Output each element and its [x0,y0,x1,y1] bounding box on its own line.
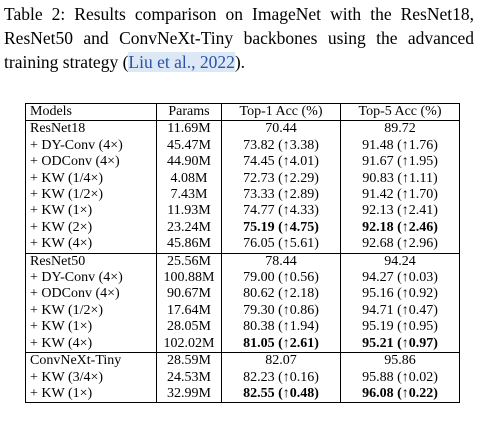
table-row: + KW (1/2×) 17.64M 79.30 (↑0.86) 94.71 (↑0.… [25,302,460,320]
table-cell: 11.93M [156,203,222,220]
table-cell: 70.44 [221,120,341,138]
table-cell: 95.86 [340,352,460,370]
caption-text: Results comparison on ImageNet with the … [4,4,475,72]
table-cell: 44.90M [156,154,222,171]
table-row: + KW (1/4×) 4.08M 72.73 (↑2.29) 90.83 (↑1.1… [25,170,460,188]
table-cell: + ODConv (4×) [25,154,157,171]
table-cell: 80.62 (↑2.18) [221,286,341,303]
table-cell: 100.88M [156,270,222,287]
table-row: + KW (1×) 32.99M 82.55 (↑0.48) 96.08 (↑0.22… [25,385,460,404]
table-cell: 24.53M [156,369,222,386]
table-cell: 92.13 (↑2.41) [340,203,460,220]
table-cell: 82.07 [221,352,341,370]
table-row: + KW (1/2×) 7.43M 73.33 (↑2.89) 91.42 (↑1.7… [25,187,460,204]
table-cell: + KW (4×) [25,236,157,254]
table-cell: + KW (1×) [25,319,157,336]
table-cell: ConvNeXt-Tiny [25,352,157,370]
table-cell: 23.24M [156,219,222,237]
table-cell: 89.72 [340,120,460,138]
table-cell: 91.42 (↑1.70) [340,187,460,204]
header-row: Models Params Top-1 Acc (%) Top-5 Acc (%) [25,102,460,122]
table-cell: ResNet18 [25,120,157,138]
caption-end: ). [234,52,246,72]
table-cell: 95.88 (↑0.02) [340,369,460,386]
table-cell: + KW (3/4×) [25,369,157,386]
table-row: + KW (4×) 102.02M 81.05 (↑2.61) 95.21 (↑0.9… [25,335,460,354]
table-cell: 96.08 (↑0.22) [340,385,460,404]
table-cell: 81.05 (↑2.61) [221,335,341,354]
table-row: + KW (1×) 11.93M 74.77 (↑4.33) 92.13 (↑2.41… [25,203,460,220]
table-cell: 78.44 [221,252,341,271]
table-row: + ODConv (4×) 44.90M 74.45 (↑4.01) 91.67 (↑… [25,154,460,171]
header-cell: Top-5 Acc (%) [340,102,460,122]
table-cell: 90.83 (↑1.11) [340,170,460,188]
table-cell: + KW (1×) [25,203,157,220]
table-cell: 80.38 (↑1.94) [221,319,341,336]
table-row: + DY-Conv (4×) 100.88M 79.00 (↑0.56) 94.27 … [25,270,460,287]
table-row: + DY-Conv (4×) 45.47M 73.82 (↑3.38) 91.48 (… [25,137,460,155]
table-row: ResNet50 25.56M 78.44 94.24 [25,252,460,271]
table-cell: 82.55 (↑0.48) [221,385,341,404]
caption-label: Table 2: [4,4,66,24]
citation[interactable]: Liu et al., 2022 [128,52,235,72]
table-row: + KW (1×) 28.05M 80.38 (↑1.94) 95.19 (↑0.95… [25,319,460,336]
header-cell: Params [156,102,222,122]
table-cell: 4.08M [156,170,222,188]
table-cell: 73.33 (↑2.89) [221,187,341,204]
table-cell: 28.05M [156,319,222,336]
table-row: + KW (3/4×) 24.53M 82.23 (↑0.16) 95.88 (↑0.… [25,369,460,386]
table-cell: 94.24 [340,252,460,271]
table-cell: 91.67 (↑1.95) [340,154,460,171]
table-cell: 76.05 (↑5.61) [221,236,341,254]
table-cell: 74.45 (↑4.01) [221,154,341,171]
table-cell: 73.82 (↑3.38) [221,137,341,155]
table-cell: 90.67M [156,286,222,303]
caption: Table 2: Results comparison on ImageNet … [4,2,474,74]
table-cell: + DY-Conv (4×) [25,270,157,287]
table-row: + ODConv (4×) 90.67M 80.62 (↑2.18) 95.16 (↑… [25,286,460,303]
table-cell: 74.77 (↑4.33) [221,203,341,220]
table-cell: 11.69M [156,120,222,138]
table-cell: 79.30 (↑0.86) [221,302,341,320]
header-cell: Top-1 Acc (%) [221,102,341,122]
table-cell: + KW (2×) [25,219,157,237]
table-row: + KW (2×) 23.24M 75.19 (↑4.75) 92.18 (↑2.46… [25,219,460,237]
table-cell: 79.00 (↑0.56) [221,270,341,287]
table-cell: 45.86M [156,236,222,254]
table-row: ConvNeXt-Tiny 28.59M 82.07 95.86 [25,352,460,370]
table-cell: 32.99M [156,385,222,404]
table-cell: + ODConv (4×) [25,286,157,303]
table-cell: 28.59M [156,352,222,370]
table-cell: 95.16 (↑0.92) [340,286,460,303]
table-cell: 95.19 (↑0.95) [340,319,460,336]
table-cell: 7.43M [156,187,222,204]
table-cell: + KW (1/2×) [25,187,157,204]
table-row: + KW (4×) 45.86M 76.05 (↑5.61) 92.68 (↑2.96… [25,236,460,254]
table-cell: 92.18 (↑2.46) [340,219,460,237]
table-cell: + KW (4×) [25,335,157,354]
table-row: ResNet18 11.69M 70.44 89.72 [25,120,460,138]
table-cell: 102.02M [156,335,222,354]
table-cell: 45.47M [156,137,222,155]
table-cell: 94.27 (↑0.03) [340,270,460,287]
table-cell: 95.21 (↑0.97) [340,335,460,354]
table-cell: + DY-Conv (4×) [25,137,157,155]
header-cell: Models [25,102,157,122]
table-cell: ResNet50 [25,252,157,271]
table-cell: + KW (1/4×) [25,170,157,188]
table-cell: 25.56M [156,252,222,271]
table-cell: 72.73 (↑2.29) [221,170,341,188]
table-cell: 94.71 (↑0.47) [340,302,460,320]
results-table: Models Params Top-1 Acc (%) Top-5 Acc (%) Re… [25,102,460,404]
table-cell: 82.23 (↑0.16) [221,369,341,386]
table-cell: 17.64M [156,302,222,320]
table-cell: 75.19 (↑4.75) [221,219,341,237]
table-cell: + KW (1×) [25,385,157,404]
table-cell: + KW (1/2×) [25,302,157,320]
table-cell: 92.68 (↑2.96) [340,236,460,254]
table-cell: 91.48 (↑1.76) [340,137,460,155]
